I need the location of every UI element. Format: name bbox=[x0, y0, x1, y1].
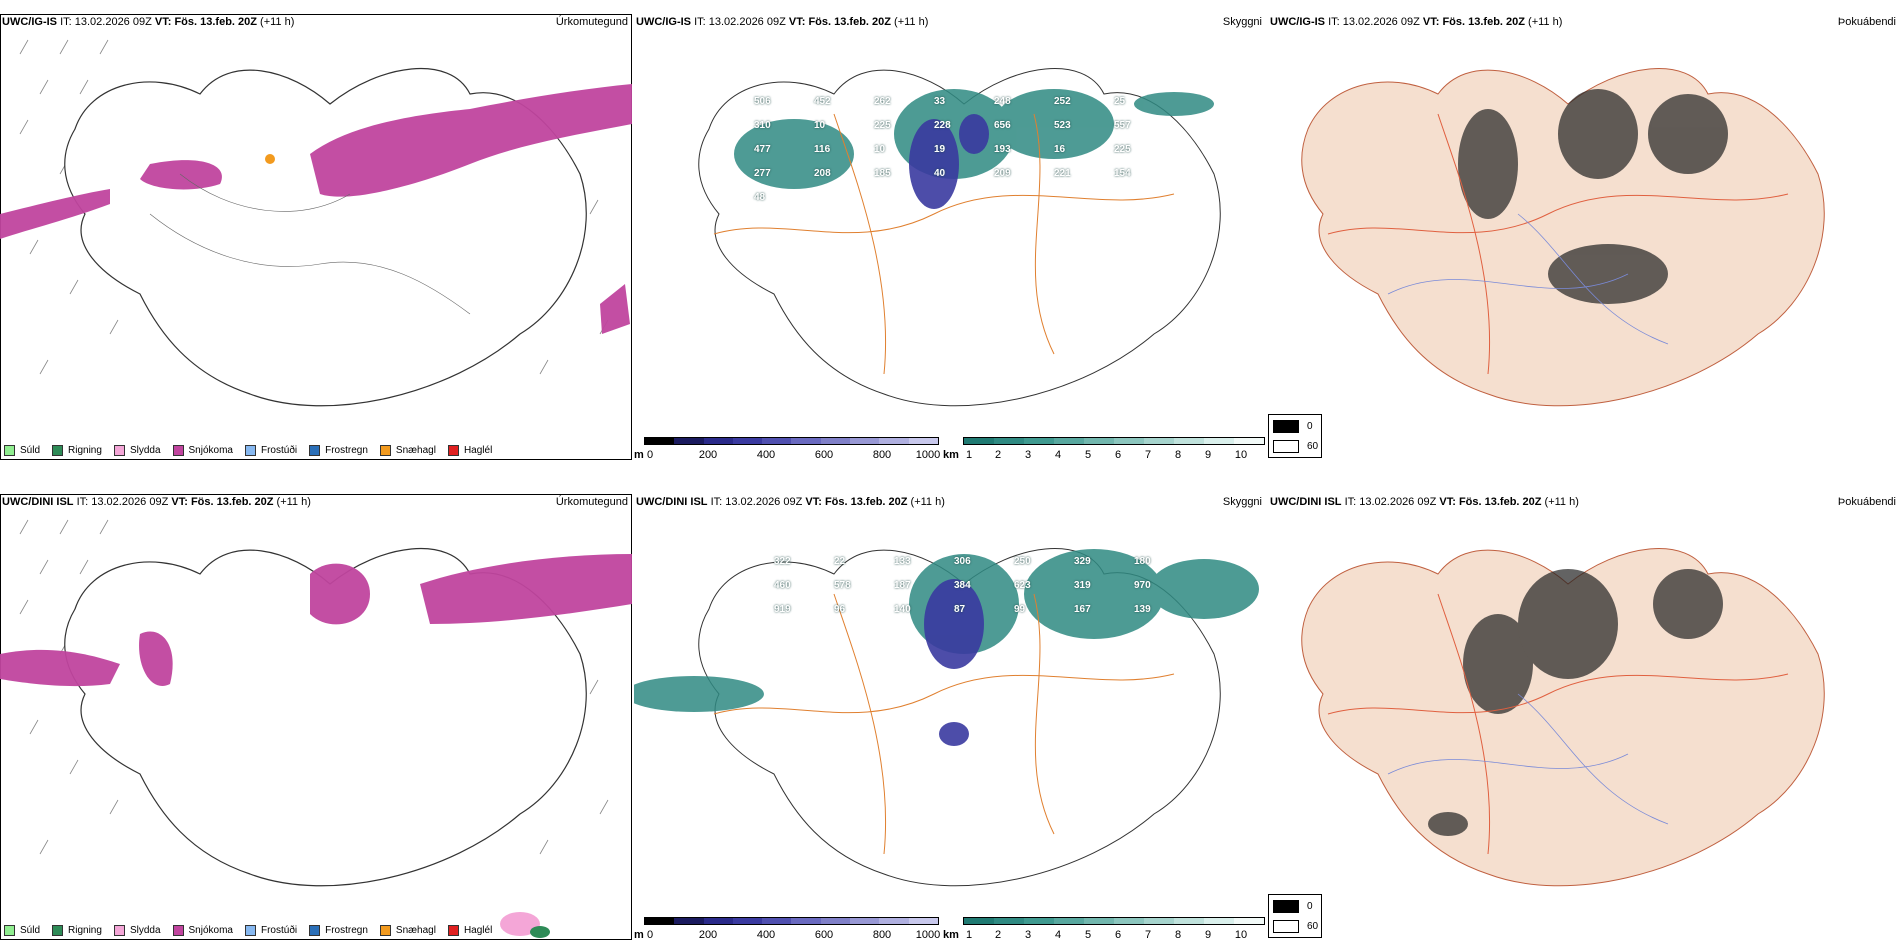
legend-item: Frostregn bbox=[309, 925, 368, 936]
panel-title: UWC/IG-IS IT: 13.02.2026 09Z VT: Fös. 13… bbox=[1270, 16, 1563, 28]
panel-variable: Skyggni bbox=[1222, 16, 1262, 28]
panel-variable: Þokuábendi bbox=[1837, 16, 1896, 28]
cloud-map-bottom bbox=[634, 548, 1259, 887]
legend-item: Rigning bbox=[52, 925, 102, 936]
panel-variable: Skyggni bbox=[1222, 496, 1262, 508]
panel-title: UWC/IG-IS IT: 13.02.2026 09Z VT: Fös. 13… bbox=[636, 16, 929, 28]
legend-item: Slydda bbox=[113, 925, 161, 936]
cloud-panel-top: UWC/IG-IS IT: 13.02.2026 09Z VT: Fös. 13… bbox=[634, 14, 1266, 460]
base-colorbar-bottom: km 1 2 3 4 5 6 7 8 9 10 bbox=[943, 917, 1265, 945]
legend-item: Súld bbox=[4, 925, 40, 936]
panel-variable: Þokuábendi bbox=[1837, 496, 1896, 508]
base-bar bbox=[963, 437, 1265, 445]
legend-item: Snæhagl bbox=[379, 925, 436, 936]
precip-map-top bbox=[0, 39, 632, 407]
panel-title: UWC/DINI ISL IT: 13.02.2026 09Z VT: Fös.… bbox=[636, 496, 945, 508]
cloud-map-top bbox=[698, 68, 1221, 407]
height-bar bbox=[644, 437, 939, 445]
fog-map-top bbox=[1301, 68, 1825, 407]
base-colorbar-top: km 1 2 3 4 5 6 7 8 9 10 bbox=[943, 437, 1265, 465]
fog-legend-top: 0 60 bbox=[1268, 414, 1322, 458]
precip-panel-bottom: UWC/DINI ISL IT: 13.02.2026 09Z VT: Fös.… bbox=[0, 494, 632, 940]
precip-map-bottom bbox=[0, 519, 632, 938]
legend-item: Frostúði bbox=[244, 445, 297, 456]
panel-title: UWC/IG-IS IT: 13.02.2026 09Z VT: Fös. 13… bbox=[2, 16, 295, 28]
legend-item: Frostúði bbox=[244, 925, 297, 936]
panel-variable: Úrkomutegund bbox=[555, 16, 628, 28]
legend-item: Haglél bbox=[447, 445, 492, 456]
precip-legend: Súld Rigning Slydda Snjókoma Frostúði Fr… bbox=[4, 925, 504, 936]
legend-item: Snæhagl bbox=[379, 445, 436, 456]
fog-panel-top: UWC/IG-IS IT: 13.02.2026 09Z VT: Fös. 13… bbox=[1268, 14, 1900, 460]
legend-item: Slydda bbox=[113, 445, 161, 456]
legend-item: Súld bbox=[4, 445, 40, 456]
legend-item: Snjókoma bbox=[172, 445, 233, 456]
panel-title: UWC/DINI ISL IT: 13.02.2026 09Z VT: Fös.… bbox=[2, 496, 311, 508]
legend-item: Rigning bbox=[52, 445, 102, 456]
legend-item: Frostregn bbox=[309, 445, 368, 456]
fog-legend-bottom: 0 60 bbox=[1268, 894, 1322, 938]
precip-legend: Súld Rigning Slydda Snjókoma Frostúði Fr… bbox=[4, 445, 504, 456]
fog-panel-bottom: UWC/DINI ISL IT: 13.02.2026 09Z VT: Fös.… bbox=[1268, 494, 1900, 940]
panel-title: UWC/DINI ISL IT: 13.02.2026 09Z VT: Fös.… bbox=[1270, 496, 1579, 508]
legend-item: Haglél bbox=[447, 925, 492, 936]
height-colorbar-bottom: m 0 200 400 600 800 1000 bbox=[634, 917, 940, 945]
legend-item: Snjókoma bbox=[172, 925, 233, 936]
height-colorbar-top: m 0 200 400 600 800 1000 bbox=[634, 437, 940, 465]
height-bar bbox=[644, 917, 939, 925]
precip-panel-top: UWC/IG-IS IT: 13.02.2026 09Z VT: Fös. 13… bbox=[0, 14, 632, 460]
base-bar bbox=[963, 917, 1265, 925]
fog-map-bottom bbox=[1301, 548, 1825, 887]
panel-variable: Úrkomutegund bbox=[555, 496, 628, 508]
cloud-panel-bottom: UWC/DINI ISL IT: 13.02.2026 09Z VT: Fös.… bbox=[634, 494, 1266, 940]
